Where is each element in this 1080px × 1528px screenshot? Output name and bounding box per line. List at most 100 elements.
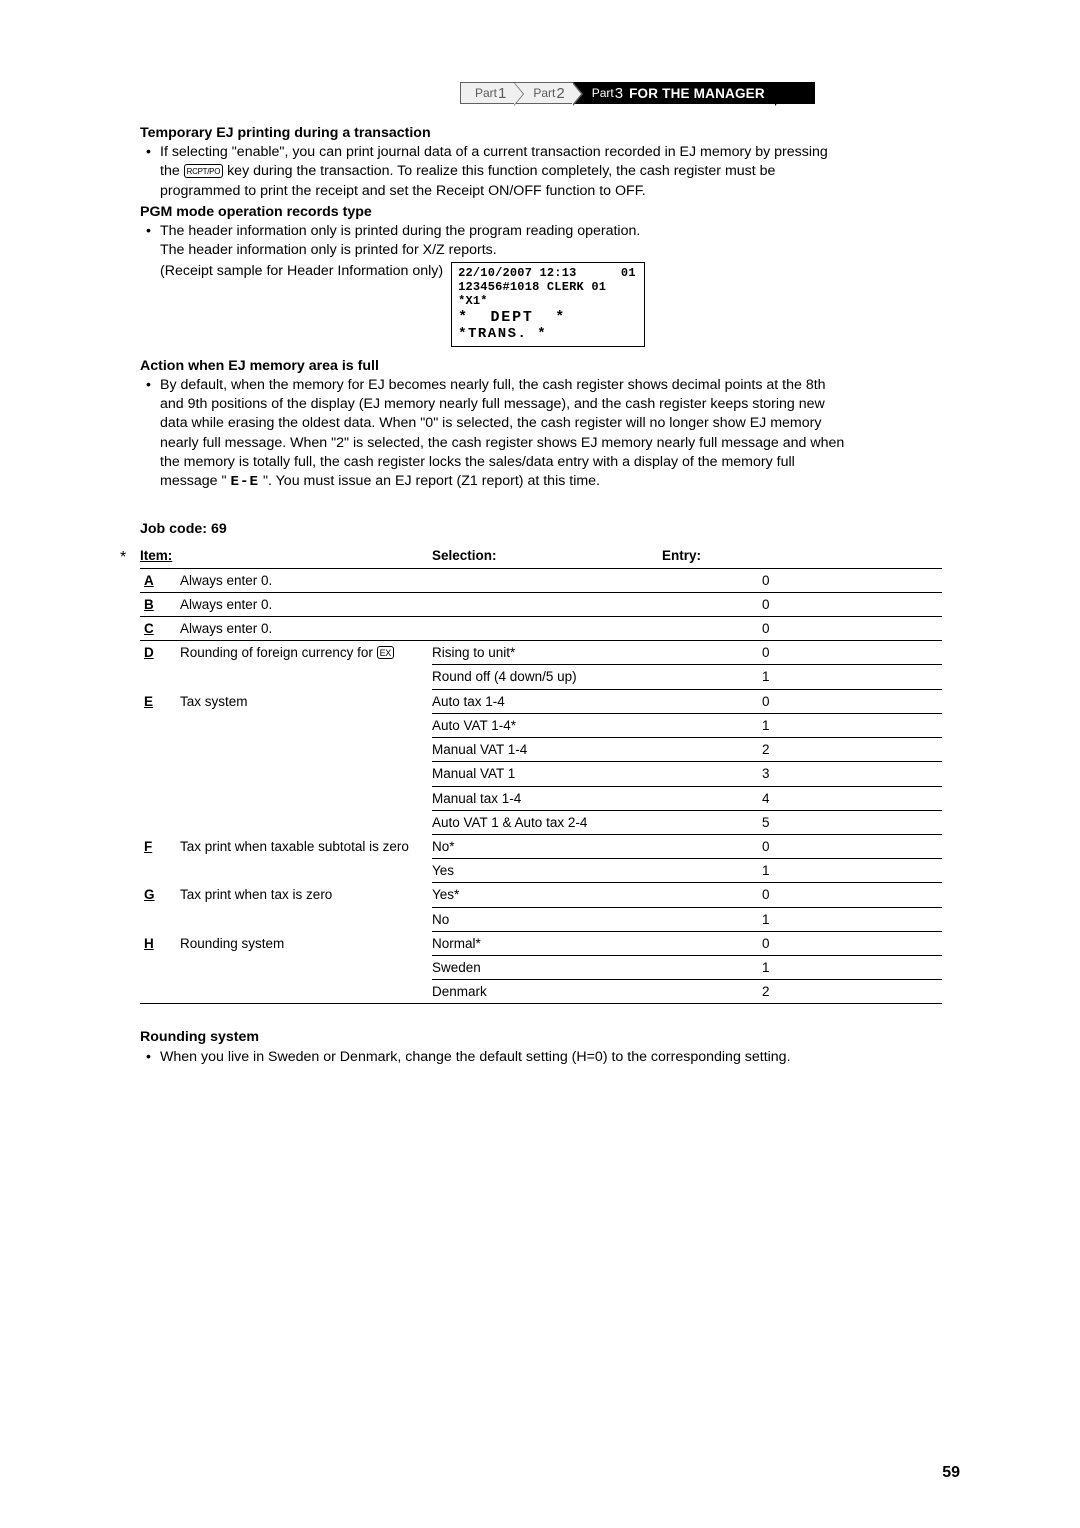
- row-sel: Manual VAT 1-4: [432, 738, 662, 762]
- row-letter: [140, 738, 180, 762]
- row-sel: Yes*: [432, 883, 662, 907]
- tab-part1: Part1: [460, 82, 515, 104]
- rcptpo-key-icon: RCPT/PO: [184, 164, 223, 178]
- receipt-row: (Receipt sample for Header Information o…: [160, 262, 962, 347]
- tab-num: 3: [615, 85, 623, 102]
- row-letter: [140, 859, 180, 883]
- row-desc: [180, 956, 432, 980]
- row-desc: Always enter 0.: [180, 617, 432, 641]
- row-entry: 0: [662, 569, 942, 593]
- section-title: Rounding system: [140, 1028, 962, 1047]
- tab-label: Part: [475, 86, 497, 100]
- row-desc: Rounding system: [180, 932, 432, 956]
- row-sel: Manual tax 1-4: [432, 787, 662, 811]
- row-sel: Auto VAT 1-4*: [432, 714, 662, 738]
- row-entry: 0: [662, 690, 942, 714]
- row-letter: [140, 980, 180, 1004]
- row-letter: B: [140, 593, 180, 617]
- text: The header information only is printed d…: [160, 223, 640, 239]
- text: The header information only is printed f…: [160, 242, 497, 258]
- tab-label: Part: [533, 86, 555, 100]
- text: the memory is totally full, the cash reg…: [160, 454, 795, 470]
- job-code: Job code: 69: [140, 520, 962, 539]
- row-entry: 1: [662, 956, 942, 980]
- receipt-line: *TRANS. *: [458, 326, 547, 342]
- row-sel: Yes: [432, 859, 662, 883]
- star-icon: *: [120, 547, 126, 569]
- row-entry: 0: [662, 593, 942, 617]
- row-sel: No*: [432, 835, 662, 859]
- section-title: Temporary EJ printing during a transacti…: [140, 124, 962, 143]
- receipt-sample: 22/10/2007 12:13 01 123456#1018 CLERK 01…: [451, 262, 645, 347]
- text: the: [160, 163, 184, 179]
- row-desc: Always enter 0.: [180, 593, 432, 617]
- settings-table: Item: Selection: Entry: A Always enter 0…: [140, 545, 962, 1004]
- bullet: • By default, when the memory for EJ bec…: [146, 376, 962, 492]
- row-letter: [140, 908, 180, 932]
- row-desc: [180, 738, 432, 762]
- section-title: Action when EJ memory area is full: [140, 357, 962, 376]
- row-desc: [180, 714, 432, 738]
- page-number: 59: [942, 1464, 960, 1482]
- row-sel: [432, 569, 662, 593]
- ex-key-icon: EX: [377, 646, 394, 659]
- row-letter: [140, 714, 180, 738]
- text: key during the transaction. To realize t…: [223, 163, 775, 179]
- tab-num: 1: [498, 85, 506, 102]
- row-sel: Sweden: [432, 956, 662, 980]
- row-letter: E: [140, 690, 180, 714]
- row-entry: 1: [662, 908, 942, 932]
- text: By default, when the memory for EJ becom…: [160, 377, 826, 393]
- bullet-text: By default, when the memory for EJ becom…: [160, 376, 962, 492]
- bullet: • When you live in Sweden or Denmark, ch…: [146, 1048, 962, 1067]
- tab-active-title: FOR THE MANAGER: [629, 86, 765, 101]
- row-letter: G: [140, 883, 180, 907]
- row-sel: Round off (4 down/5 up): [432, 665, 662, 689]
- bullet: • If selecting "enable", you can print j…: [146, 143, 962, 201]
- row-letter: H: [140, 932, 180, 956]
- row-desc: Rounding of foreign currency for EX: [180, 641, 432, 665]
- row-entry: 0: [662, 883, 942, 907]
- row-sel: No: [432, 908, 662, 932]
- bullet-dot: •: [146, 222, 160, 347]
- row-desc: [180, 908, 432, 932]
- receipt-line: *X1*: [458, 294, 488, 308]
- text: and 9th positions of the display (EJ mem…: [160, 396, 825, 412]
- receipt-line: 123456#1018 CLERK 01: [458, 280, 606, 294]
- bullet-text: The header information only is printed d…: [160, 222, 962, 347]
- col-header-item: Item:: [140, 545, 432, 568]
- tab-part3: Part3 FOR THE MANAGER: [573, 82, 776, 104]
- tab-num: 2: [556, 85, 564, 102]
- row-entry: 1: [662, 859, 942, 883]
- row-entry: 5: [662, 811, 942, 835]
- row-desc: Tax print when tax is zero: [180, 883, 432, 907]
- bullet-text: When you live in Sweden or Denmark, chan…: [160, 1048, 962, 1067]
- bullet: • The header information only is printed…: [146, 222, 962, 347]
- row-entry: 4: [662, 787, 942, 811]
- row-entry: 2: [662, 980, 942, 1004]
- row-letter: F: [140, 835, 180, 859]
- content: Temporary EJ printing during a transacti…: [140, 124, 962, 1067]
- text: nearly full message. When "2" is selecte…: [160, 435, 844, 451]
- bullet-dot: •: [146, 376, 160, 492]
- row-entry: 1: [662, 665, 942, 689]
- row-sel: Auto tax 1-4: [432, 690, 662, 714]
- receipt-line: 22/10/2007 12:13 01: [458, 266, 636, 280]
- row-letter: [140, 665, 180, 689]
- seg-display: E-E: [231, 474, 260, 490]
- text: If selecting "enable", you can print jou…: [160, 144, 828, 160]
- row-letter: [140, 811, 180, 835]
- text: Rounding of foreign currency for: [180, 645, 377, 660]
- row-letter: D: [140, 641, 180, 665]
- bullet-text: If selecting "enable", you can print jou…: [160, 143, 962, 201]
- row-entry: 3: [662, 762, 942, 786]
- row-entry: 0: [662, 641, 942, 665]
- text: data while erasing the oldest data. When…: [160, 415, 821, 431]
- row-desc: [180, 787, 432, 811]
- row-letter: [140, 787, 180, 811]
- bullet-dot: •: [146, 1048, 160, 1067]
- row-desc: [180, 980, 432, 1004]
- tab-label: Part: [592, 86, 614, 100]
- section-title: PGM mode operation records type: [140, 203, 962, 222]
- row-desc: Tax print when taxable subtotal is zero: [180, 835, 432, 859]
